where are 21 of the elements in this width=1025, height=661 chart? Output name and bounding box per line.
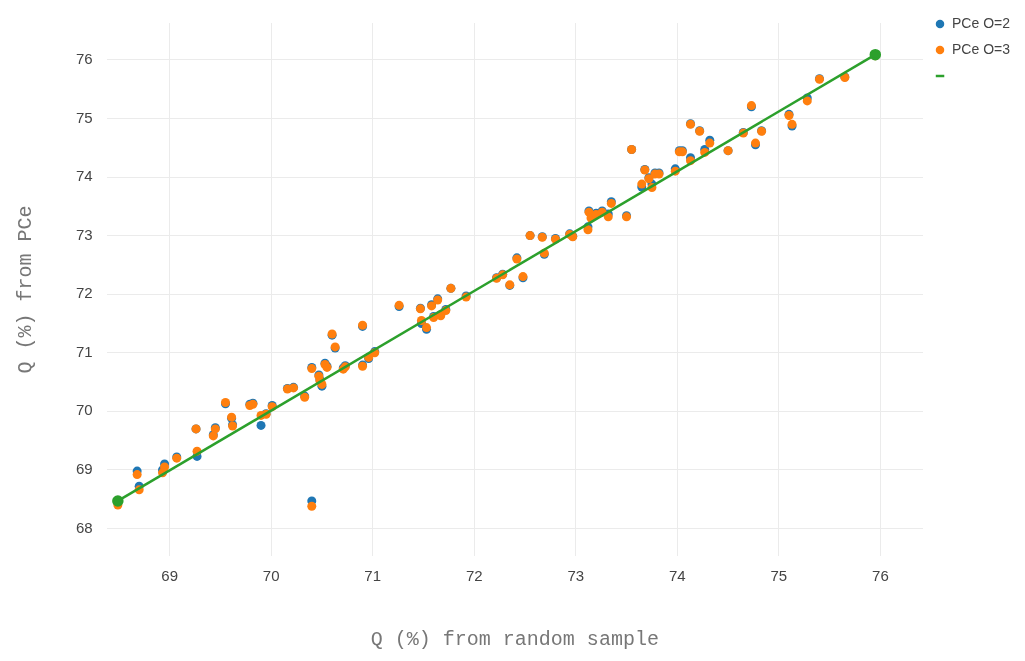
y-tick-label: 69 <box>76 460 93 478</box>
y-tick-label: 76 <box>76 50 93 68</box>
x-tick-label: 70 <box>262 567 280 585</box>
y-tick-label: 75 <box>76 108 93 126</box>
legend-label: PCe O=3 <box>952 40 1011 57</box>
y-tick-label: 70 <box>76 401 93 419</box>
y-tick-label: 72 <box>76 284 93 302</box>
y-tick-label: 74 <box>76 167 93 185</box>
x-tick-label: 76 <box>872 567 889 585</box>
y-tick-label: 71 <box>76 342 93 360</box>
y-tick-label: 73 <box>76 225 93 243</box>
y-axis-title: Q (%) from PCe <box>14 205 38 374</box>
legend-label: PCe O=2 <box>952 14 1011 31</box>
x-tick-label: 75 <box>770 567 788 585</box>
x-tick-label: 73 <box>567 567 585 585</box>
x-tick-label: 69 <box>161 567 178 585</box>
x-tick-label: 74 <box>668 567 686 585</box>
y-tick-label: 68 <box>76 518 93 536</box>
x-tick-label: 71 <box>364 567 382 585</box>
x-tick-label: 72 <box>465 567 483 585</box>
x-axis-title: Q (%) from random sample <box>370 628 659 652</box>
